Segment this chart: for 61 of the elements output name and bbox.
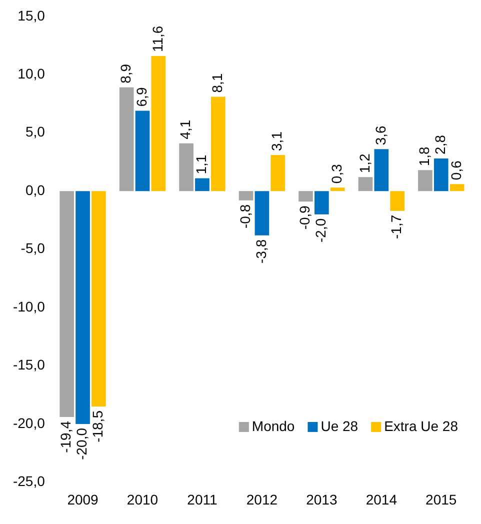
data-label: 4,1 (177, 120, 194, 140)
x-tick-label: 2014 (366, 491, 398, 508)
bar (450, 184, 464, 192)
data-label: 1,8 (416, 146, 432, 166)
data-label: 8,9 (117, 64, 134, 84)
data-label: -1,7 (388, 214, 404, 239)
data-label: 0,3 (328, 164, 344, 184)
bar (60, 191, 74, 417)
bar (151, 56, 166, 192)
y-tick-label: 0,0 (25, 182, 46, 198)
bar (179, 143, 194, 192)
bar (390, 191, 405, 211)
data-label: 2,8 (432, 134, 448, 154)
data-label: 6,9 (133, 87, 150, 107)
bar (298, 191, 313, 202)
legend-label: Extra Ue 28 (384, 418, 458, 434)
x-tick-label: 2013 (306, 491, 338, 508)
data-label: 0,6 (448, 160, 464, 180)
y-tick-label: -10,0 (12, 298, 46, 314)
y-tick-label: -5,0 (20, 240, 46, 256)
x-tick-label: 2011 (187, 491, 218, 508)
bar (270, 154, 286, 192)
data-label: 11,6 (149, 26, 166, 52)
data-label: -2,0 (312, 218, 329, 242)
data-label: -0,9 (296, 205, 313, 230)
y-tick-label: 15,0 (18, 7, 46, 24)
y-tick-label: 10,0 (18, 65, 46, 82)
bar (135, 110, 150, 192)
y-tick-label: -15,0 (12, 356, 46, 373)
data-label: -0,8 (236, 204, 253, 229)
data-label: -3,8 (252, 239, 269, 264)
data-label: 1,2 (356, 153, 372, 174)
bar (418, 170, 432, 192)
y-tick-label: -20,0 (12, 414, 46, 431)
data-label: 3,6 (372, 125, 388, 146)
x-tick-label: 2010 (126, 491, 158, 508)
bar (374, 149, 389, 192)
data-label: -19,4 (58, 420, 74, 453)
y-tick-label: -25,0 (12, 473, 46, 490)
bar (254, 191, 270, 236)
bar (92, 191, 106, 407)
data-label: 8,1 (209, 73, 226, 93)
bar (195, 178, 210, 192)
bar (358, 177, 373, 192)
bar (314, 191, 329, 214)
bar (210, 96, 226, 192)
x-tick-label: 2015 (426, 491, 457, 508)
x-tick-label: 2009 (67, 491, 99, 508)
x-tick-label: 2012 (246, 491, 278, 508)
bar (119, 87, 134, 192)
bar (76, 191, 90, 424)
legend-label: Mondo (252, 418, 295, 434)
bar (238, 191, 254, 200)
data-label: -18,5 (90, 410, 106, 442)
data-label: -20,0 (74, 428, 90, 460)
data-label: 1,1 (193, 154, 210, 174)
y-tick-label: 5,0 (25, 124, 46, 140)
bar (434, 158, 448, 192)
legend-label: Ue 28 (320, 418, 358, 434)
bar (330, 188, 345, 192)
data-label: 3,1 (268, 131, 285, 151)
